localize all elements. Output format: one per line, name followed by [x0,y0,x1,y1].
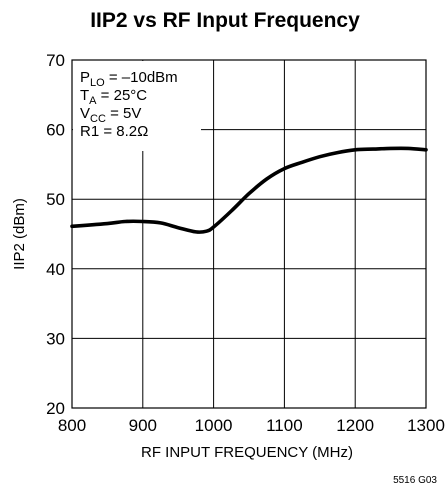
annotation-line-2: TA = 25°C [80,87,147,107]
annotation-line-1: PLO = –10dBm [80,69,178,89]
annotation-line-3: VCC = 5V [80,105,141,125]
chart-title: IIP2 vs RF Input Frequency [90,9,360,32]
iip2-series-line [70,146,428,234]
annotation-line-4: R1 = 8.2Ω [80,123,148,140]
figure-id: 5516 G03 [393,475,437,486]
y-tick-label-40: 40 [46,260,65,279]
y-tick-label-50: 50 [46,190,65,209]
plot-frame [71,59,427,409]
y-tick-labels: 20 30 40 50 60 70 [46,51,65,418]
x-tick-label-1100: 1100 [266,416,303,435]
x-tick-label-1000: 1000 [195,416,233,435]
y-tick-label-70: 70 [46,51,65,70]
y-axis-label: IIP2 (dBm) [11,198,28,270]
y-tick-label-20: 20 [46,399,65,418]
x-tick-label-1300: 1300 [407,416,445,435]
x-tick-label-900: 900 [129,416,157,435]
y-tick-label-30: 30 [46,329,65,348]
grid [72,60,426,408]
x-axis-label: RF INPUT FREQUENCY (MHz) [141,444,353,461]
y-tick-label-60: 60 [46,121,65,140]
x-tick-label-800: 800 [58,416,86,435]
annotation-box [73,61,201,151]
x-tick-label-1200: 1200 [336,416,374,435]
x-tick-labels: 800 900 1000 1100 1200 1300 [58,416,445,435]
